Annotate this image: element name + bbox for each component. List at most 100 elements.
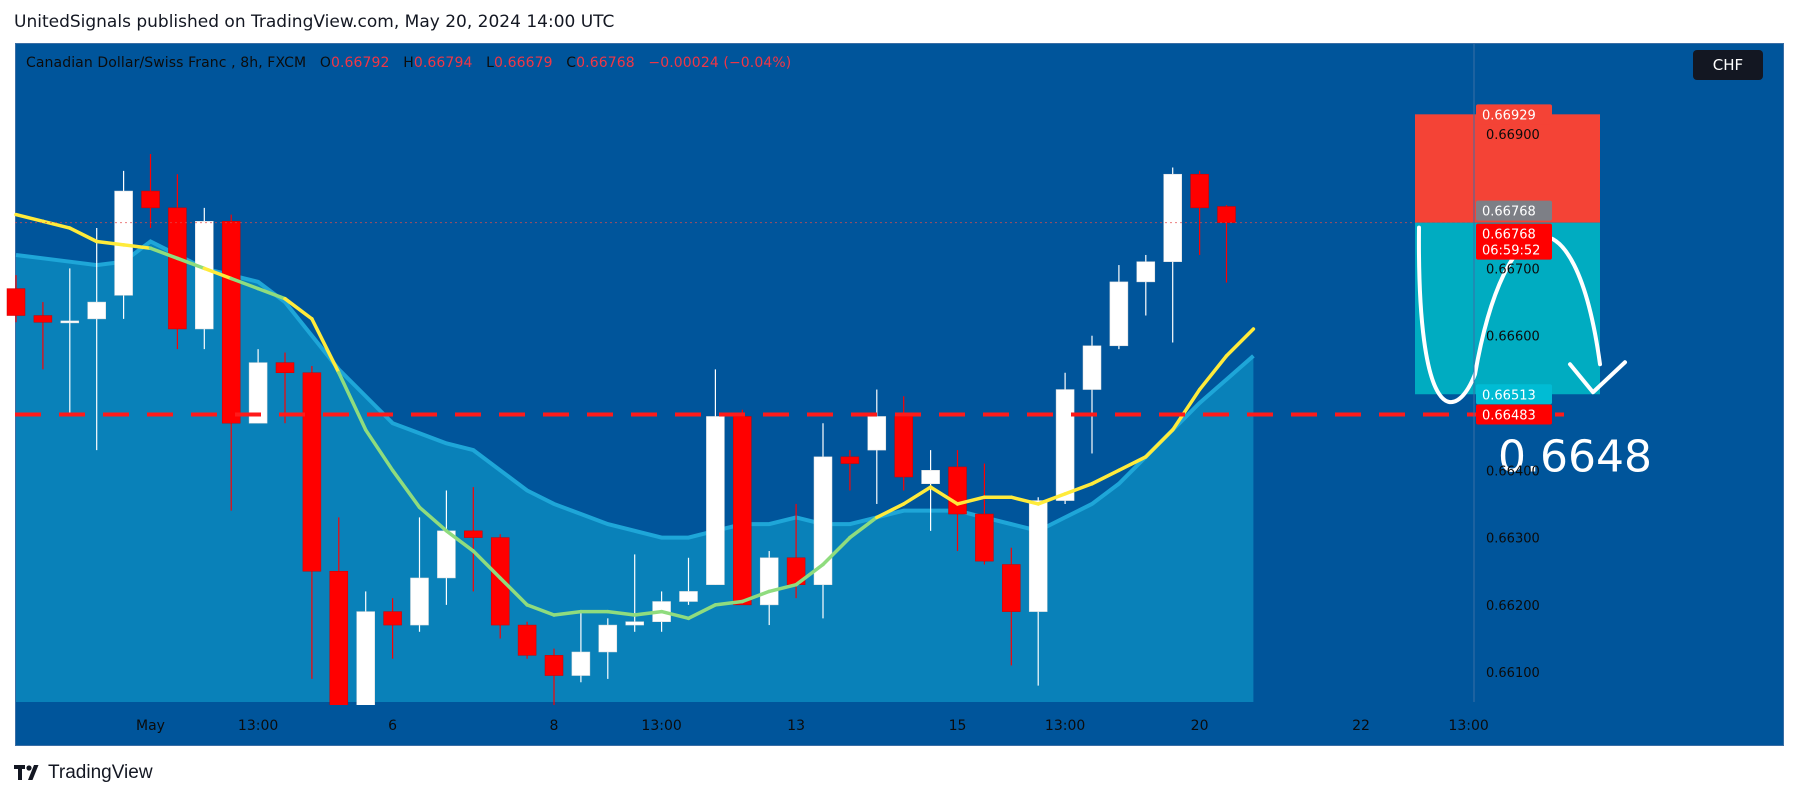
legend-open-label: O [319,55,331,71]
arrow-curve [1416,225,1602,405]
ma-segment [94,239,126,247]
ma-segment [552,609,583,617]
legend-high-label: H [403,55,414,71]
candle-body [867,416,887,451]
ma-segment [14,212,45,224]
candle-body [1002,564,1021,612]
footer-brand: TradingView [48,762,153,783]
time-tick-label: 13:00 [238,718,278,734]
ma-segment [417,505,449,533]
arrow-head-icon [1568,360,1627,395]
legend-high-value: 0.66794 [413,55,473,71]
candle-body [248,362,268,424]
price-tick-label: 0.66200 [1486,599,1540,614]
ma-segment [848,515,879,540]
price-tick-label: 0.66900 [1486,128,1540,143]
candle-body [195,221,214,330]
position-tool: 0.6648 [1415,114,1652,482]
ma-segment [363,428,395,473]
price-label-badge [1476,200,1552,221]
candle-body [302,372,322,572]
candle-body [1136,261,1156,283]
tradingview-logo-icon [14,765,39,780]
price-tick-label: 0.66400 [1486,464,1540,479]
time-axis-band [16,705,1475,743]
price-label-badge [1476,104,1552,125]
candle-body [625,621,644,626]
price-label-badge [1476,223,1552,260]
candle-body [948,466,967,515]
candle-body [598,624,618,653]
time-tick-label: 15 [949,718,967,734]
candle-body [490,537,510,626]
price-label-text: 0.66513 [1482,388,1536,403]
candle-body [1082,345,1102,390]
ma-segment [821,535,852,567]
candle-body [275,362,295,373]
time-axis: May 13:00 6 8 13:00 13 15 13:00 20 22 13:00 [16,705,1489,743]
candle-body [1028,500,1048,612]
ma-segment [1090,468,1121,486]
ma-segment [686,603,718,621]
candle-body [813,456,833,585]
legend-low-label: L [486,55,495,71]
price-tick-label: 0.66100 [1486,666,1540,681]
ma-segment [1036,492,1067,506]
time-tick-label: 13 [787,718,805,734]
price-tick-label: 0.66300 [1486,532,1540,547]
candle-body [410,577,429,626]
ma-segment [310,317,341,375]
candle-body [1055,389,1075,501]
legend-open-value: 0.66792 [330,55,390,71]
ma-segment [1009,495,1040,506]
candle-body [329,570,349,713]
ma-segment [659,609,691,621]
publish-header: UnitedSignals published on TradingView.c… [14,12,615,32]
price-label-badge [1476,404,1552,425]
price-label-badge [1476,384,1552,405]
price-tick-label: 0.66700 [1486,262,1540,277]
candle-body [221,221,241,424]
candle-body [733,416,752,606]
ma-segment [1170,387,1202,432]
ma-segment [713,599,745,607]
ma-segment [390,468,422,510]
ma-segment [1197,354,1229,392]
ma-segment [202,266,233,281]
ma-segment [444,529,476,553]
candle-body [464,530,483,538]
candle-body [356,611,375,713]
ma-line [14,212,1256,621]
legend-close-label: C [566,55,577,71]
symbol-legend: Canadian Dollar/Swiss Franc , 8h, FXCM O… [26,55,791,71]
candle-body [544,655,564,676]
footer-logo[interactable]: TradingView [14,762,153,784]
candle-body [571,651,591,676]
candle-body [6,288,26,316]
candle-body [759,557,779,606]
candle-body [60,320,80,324]
time-tick-label: 8 [550,718,559,734]
time-tick-label: 20 [1191,718,1209,734]
ma-segment [928,485,960,506]
ma-segment [148,246,180,261]
candle-body [33,315,53,323]
currency-button[interactable]: CHF [1693,50,1763,80]
ma-area-fill [16,241,1254,702]
candle-body [168,207,187,330]
ma-segment [41,219,72,230]
ma-segment [875,502,906,520]
legend-symbol: Canadian Dollar/Swiss Franc , 8h, FXCM [26,55,307,71]
price-label-text: 0.66768 [1482,228,1536,243]
price-label-text: 0.66929 [1482,108,1536,123]
target-annotation: 0.6648 [1498,431,1652,482]
time-tick-label: 13:00 [1045,718,1085,734]
candle-body [1217,206,1236,223]
candle-body [87,301,106,320]
ma-segment [337,370,368,432]
countdown-label: 06:59:52 [1482,244,1540,259]
time-tick-label: 22 [1352,718,1370,734]
price-tick-label: 0.66600 [1486,330,1540,345]
ma-segment [256,286,287,301]
